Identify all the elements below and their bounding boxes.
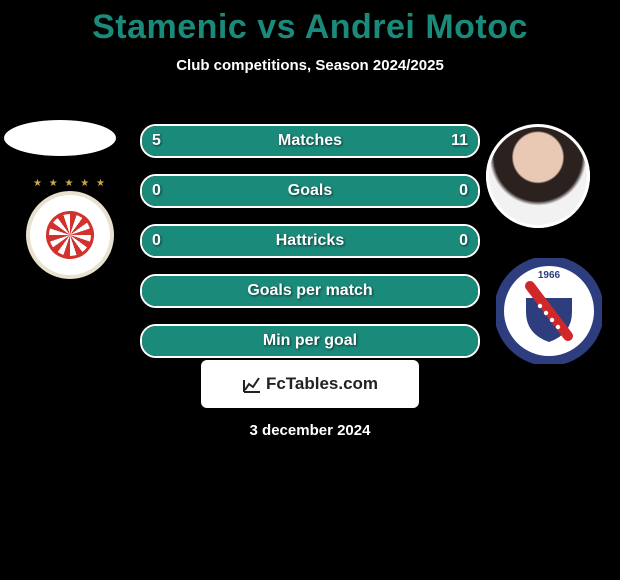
stat-label: Matches bbox=[142, 126, 478, 156]
team-left-stars: ★ ★ ★ ★ ★ bbox=[18, 178, 122, 189]
stat-bar: Hattricks0 0 bbox=[140, 224, 480, 258]
player-right-avatar bbox=[486, 124, 590, 228]
stat-value-left: 5 bbox=[152, 126, 161, 156]
stat-value-left: 0 bbox=[152, 226, 161, 256]
stat-value-right: 11 bbox=[451, 126, 468, 156]
stat-bar: Matches5 11 bbox=[140, 124, 480, 158]
stat-value-left: 0 bbox=[152, 176, 161, 206]
stat-label: Goals bbox=[142, 176, 478, 206]
badge-year: 1966 bbox=[538, 270, 561, 281]
player-left-avatar bbox=[4, 120, 116, 156]
page-title: Stamenic vs Andrei Motoc bbox=[0, 0, 620, 47]
team-right-badge: 1966 bbox=[496, 258, 602, 364]
stat-bars: Matches511Goals00Hattricks00Goals per ma… bbox=[140, 124, 480, 374]
stat-bar: Min per goal bbox=[140, 324, 480, 358]
comparison-card: Stamenic vs Andrei Motoc Club competitio… bbox=[0, 0, 620, 470]
stat-label: Min per goal bbox=[142, 326, 478, 356]
subtitle: Club competitions, Season 2024/2025 bbox=[0, 57, 620, 74]
brand-text: FcTables.com bbox=[266, 374, 378, 394]
stat-bar: Goals0 0 bbox=[140, 174, 480, 208]
stat-bar: Goals per match bbox=[140, 274, 480, 308]
brand-box: FcTables.com bbox=[201, 360, 419, 408]
stat-label: Goals per match bbox=[142, 276, 478, 306]
date-text: 3 december 2024 bbox=[0, 422, 620, 439]
stat-value-right: 0 bbox=[459, 226, 468, 256]
team-left-crest bbox=[26, 191, 114, 279]
team-right-crest-icon: 1966 bbox=[496, 258, 602, 364]
team-left-badge: ★ ★ ★ ★ ★ bbox=[18, 178, 122, 264]
stat-value-right: 0 bbox=[459, 176, 468, 206]
brand-logo-icon bbox=[242, 374, 262, 394]
stat-label: Hattricks bbox=[142, 226, 478, 256]
